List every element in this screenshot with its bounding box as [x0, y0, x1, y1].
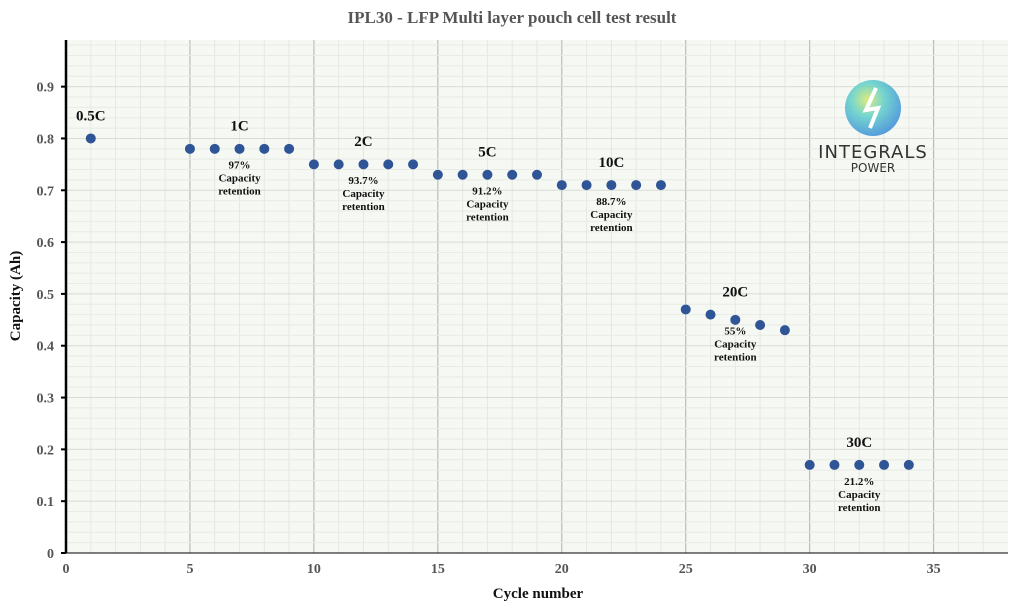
data-point: [234, 143, 245, 154]
data-point: [507, 169, 518, 180]
data-point: [730, 314, 741, 325]
data-point: [284, 143, 295, 154]
retention-label: retention: [466, 212, 509, 224]
retention-label: Capacity: [838, 489, 881, 501]
data-point: [705, 309, 716, 320]
retention-label: 93.7%: [348, 175, 378, 187]
data-point: [532, 169, 542, 180]
retention-label: retention: [838, 502, 881, 514]
x-tick-label: 0: [63, 562, 70, 577]
y-tick-label: 0: [47, 547, 54, 562]
data-point: [581, 180, 592, 191]
data-point: [457, 169, 468, 180]
y-tick-label: 0.3: [37, 392, 55, 407]
chart-title: IPL30 - LFP Multi layer pouch cell test …: [348, 8, 677, 27]
y-tick-label: 0.9: [37, 81, 55, 96]
y-tick-label: 0.8: [37, 132, 55, 147]
x-tick-label: 35: [927, 562, 941, 577]
rate-label: 30C: [846, 435, 872, 451]
retention-label: Capacity: [466, 199, 509, 211]
y-tick-label: 0.7: [37, 184, 55, 199]
retention-label: 21.2%: [844, 476, 874, 488]
data-point: [432, 169, 443, 180]
retention-label: 91.2%: [472, 186, 502, 198]
rate-label: 5C: [478, 145, 496, 161]
y-tick-label: 0.5: [37, 288, 55, 303]
retention-label: 88.7%: [596, 196, 626, 208]
rate-label: 2C: [354, 134, 372, 150]
integrals-power-logo: INTEGRALS POWER: [818, 80, 928, 175]
data-point: [829, 459, 840, 470]
rate-label: 1C: [230, 119, 248, 135]
retention-label: 55%: [724, 326, 746, 338]
retention-label: retention: [342, 201, 385, 213]
y-axis-label: Capacity (Ah): [8, 251, 24, 341]
data-point: [408, 159, 419, 170]
data-point: [854, 459, 865, 470]
y-tick-label: 0.1: [37, 495, 55, 510]
data-point: [259, 143, 270, 154]
rate-label: 20C: [722, 285, 748, 301]
data-point: [358, 159, 369, 170]
retention-label: Capacity: [590, 209, 633, 221]
data-point: [755, 320, 766, 330]
x-tick-label: 15: [431, 562, 445, 577]
data-point: [308, 159, 319, 170]
data-point: [333, 159, 344, 170]
data-point: [85, 133, 96, 144]
data-point: [209, 143, 220, 154]
y-tick-label: 0.4: [37, 340, 55, 355]
y-tick-label: 0.2: [37, 443, 55, 458]
data-point: [804, 459, 815, 470]
retention-label: retention: [590, 222, 633, 234]
rate-label: 0.5C: [76, 108, 106, 124]
x-tick-label: 10: [307, 562, 321, 577]
data-point: [606, 180, 617, 191]
retention-label: Capacity: [714, 339, 757, 351]
logo-line2: POWER: [851, 161, 895, 175]
data-point: [184, 143, 195, 154]
retention-label: 97%: [229, 160, 251, 172]
data-point: [482, 169, 493, 180]
data-point: [680, 304, 691, 315]
data-point: [556, 180, 567, 191]
data-point: [631, 180, 642, 191]
data-point: [779, 325, 790, 336]
retention-label: retention: [714, 352, 757, 364]
logo-line1: INTEGRALS: [818, 142, 928, 163]
retention-label: retention: [218, 186, 261, 198]
y-tick-label: 0.6: [37, 236, 55, 251]
rate-label: 10C: [598, 155, 624, 171]
x-tick-label: 30: [803, 562, 817, 577]
retention-label: Capacity: [342, 188, 385, 200]
retention-label: Capacity: [218, 173, 261, 185]
data-point: [903, 459, 914, 470]
data-point: [655, 180, 666, 191]
x-tick-label: 20: [555, 562, 569, 577]
data-point: [879, 459, 890, 470]
data-point: [383, 159, 394, 170]
x-tick-label: 5: [186, 562, 193, 577]
x-axis-label: Cycle number: [493, 586, 584, 602]
x-tick-label: 25: [679, 562, 693, 577]
